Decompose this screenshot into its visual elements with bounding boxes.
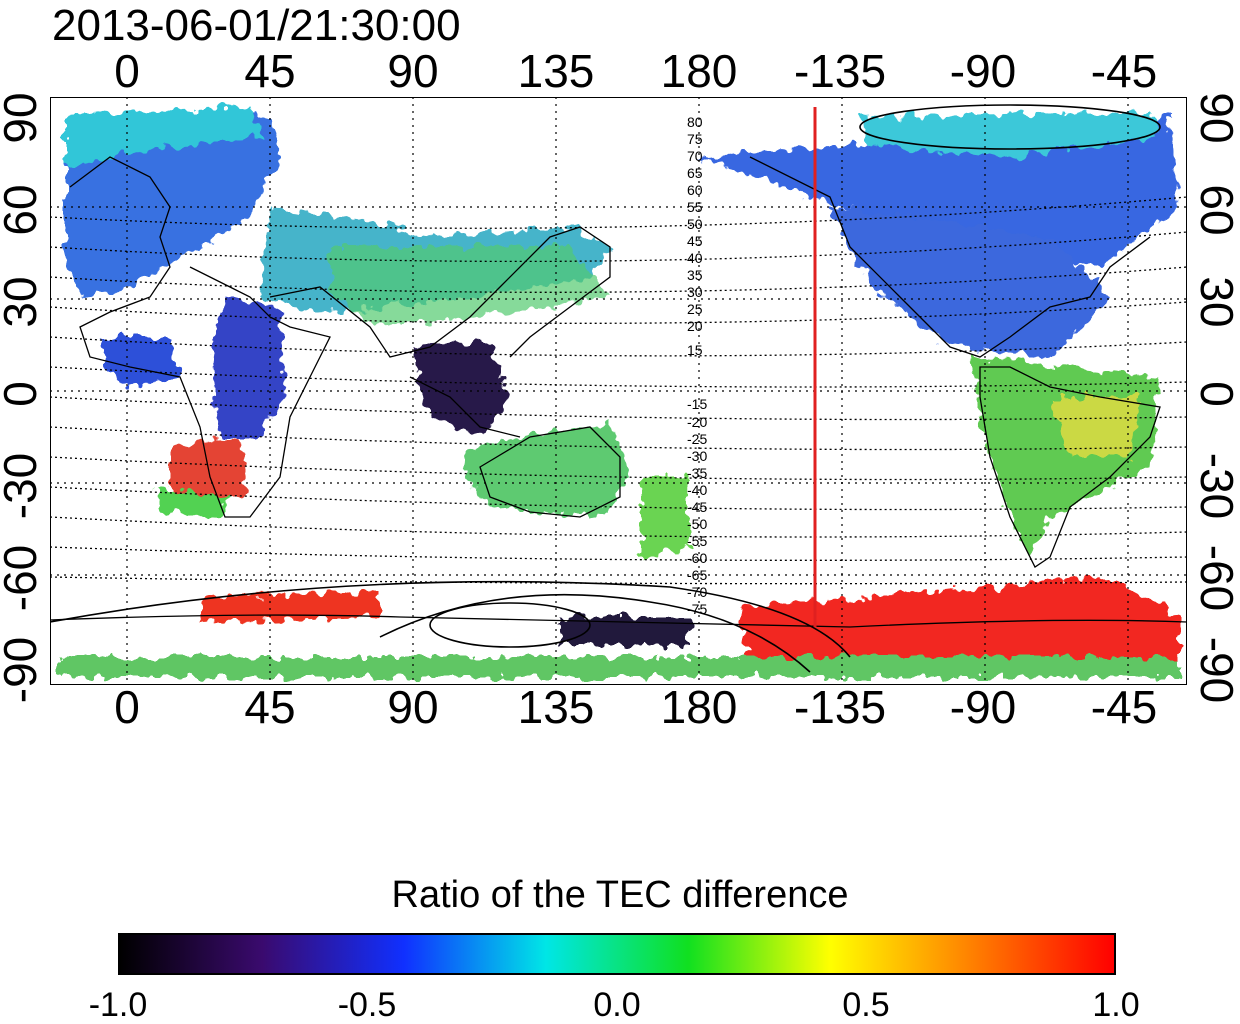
bottom-lon-tick: -135 [793, 681, 887, 733]
contour-label: 15 [687, 342, 703, 358]
coastlines [50, 156, 1187, 628]
region-south-pole-dark [560, 617, 690, 645]
top-lon-tick: -135 [793, 45, 887, 97]
coast-australia [479, 426, 621, 518]
region-brazil-warm [1050, 397, 1140, 457]
colorbar-tick: -1.0 [88, 986, 148, 1024]
bottom-lon-tick: 90 [387, 681, 439, 733]
coast-asia [269, 226, 611, 358]
top-lon-tick: 135 [517, 45, 595, 97]
contour-label: 20 [687, 318, 703, 334]
region-asia-green [330, 247, 610, 327]
contour-label: 60 [687, 182, 703, 198]
right-lat-tick: 90 [1191, 92, 1240, 144]
contour-label: -30 [687, 448, 707, 464]
bottom-lon-tick: -90 [949, 681, 1017, 733]
contour-label: 45 [687, 233, 703, 249]
contour-label: -40 [687, 482, 707, 498]
contour-label: 25 [687, 301, 703, 317]
contour-label: -20 [687, 414, 707, 430]
top-lon-tick: 0 [114, 45, 140, 97]
magnetic-contours [50, 196, 1187, 585]
right-lat-tick: 30 [1191, 276, 1240, 328]
plot-title: 2013-06-01/21:30:00 [52, 1, 461, 50]
contour-label: -50 [687, 516, 707, 532]
contour-label: -35 [687, 465, 707, 481]
region-africa-blue [100, 337, 180, 387]
right-lat-tick: 0 [1191, 381, 1240, 407]
left-lat-tick: 30 [0, 276, 46, 328]
region-southern-africa [170, 437, 245, 507]
contour-label: 30 [687, 284, 703, 300]
right-lat-tick: -30 [1191, 452, 1240, 520]
colorbar-tick: -0.5 [337, 986, 397, 1024]
top-lon-tick: 45 [244, 45, 296, 97]
contour-label: 50 [687, 216, 703, 232]
region-east-africa [210, 297, 285, 437]
right-lat-tick: -60 [1191, 544, 1240, 612]
contour-label: -25 [687, 431, 707, 447]
colorbar-tick: 0.0 [593, 986, 641, 1024]
contour-labels: 80 75 70 65 60 55 50 45 40 35 30 25 20 1… [687, 114, 707, 617]
top-lon-tick: 180 [660, 45, 738, 97]
coast-north-america [749, 156, 1151, 358]
contour-label: -60 [687, 550, 707, 566]
contour-label: -75 [687, 601, 707, 617]
tec-map: 80 75 70 65 60 55 50 45 40 35 30 25 20 1… [50, 97, 1187, 685]
contour-label: -55 [687, 533, 707, 549]
bottom-lon-tick: 180 [660, 681, 738, 733]
bottom-lon-tick: -45 [1090, 681, 1158, 733]
coast-indonesia [409, 376, 521, 438]
colorbar-tick: 0.5 [842, 986, 890, 1024]
contour-label: 75 [687, 131, 703, 147]
right-lat-tick: -90 [1191, 636, 1240, 704]
left-lat-tick: 0 [0, 381, 46, 407]
region-australia [465, 422, 630, 517]
region-south-pacific-red [200, 592, 380, 622]
top-lon-tick: -45 [1090, 45, 1158, 97]
left-lat-tick: -60 [0, 544, 46, 612]
contour-label: 40 [687, 250, 703, 266]
region-usa [830, 207, 1110, 357]
region-europe-cyan [65, 107, 265, 167]
region-nz [640, 477, 690, 557]
auroral-ovals [50, 104, 1161, 673]
region-canada [700, 117, 1180, 267]
contour-label: -65 [687, 567, 707, 583]
colorbar-title: Ratio of the TEC difference [391, 874, 849, 916]
contour-label: -45 [687, 499, 707, 515]
region-antarctic-red [740, 577, 1180, 672]
top-lon-tick: 90 [387, 45, 439, 97]
left-lat-tick: -30 [0, 452, 46, 520]
region-bottom-strip [60, 657, 1180, 677]
contour-label: -15 [687, 396, 707, 412]
coast-europe-africa [69, 156, 331, 518]
bottom-lon-tick: 0 [114, 681, 140, 733]
contour-label: -70 [687, 584, 707, 600]
left-lat-tick: 90 [0, 92, 46, 144]
bottom-lon-tick: 45 [244, 681, 296, 733]
coast-antarctica [50, 614, 1187, 628]
graticule [50, 97, 1187, 685]
coast-south-america [979, 366, 1161, 568]
contour-label: 70 [687, 148, 703, 164]
contour-label: 35 [687, 267, 703, 283]
colorbar [118, 933, 1116, 975]
contour-label: 65 [687, 165, 703, 181]
left-lat-tick: 60 [0, 184, 46, 236]
bottom-lon-tick: 135 [517, 681, 595, 733]
colorbar-tick: 1.0 [1092, 986, 1140, 1024]
contour-label: 80 [687, 114, 703, 130]
contour-label: 55 [687, 199, 703, 215]
right-lat-tick: 60 [1191, 184, 1240, 236]
top-lon-tick: -90 [949, 45, 1017, 97]
left-lat-tick: -90 [0, 636, 46, 704]
